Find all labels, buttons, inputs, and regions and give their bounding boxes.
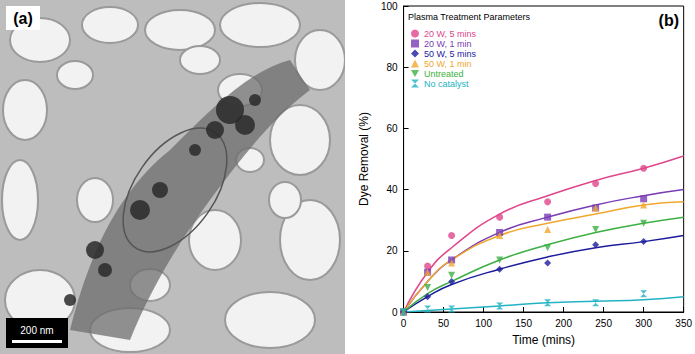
svg-text:100: 100	[381, 1, 398, 12]
svg-text:200 nm: 200 nm	[20, 325, 53, 336]
svg-text:(b): (b)	[659, 12, 679, 29]
svg-text:Untreated: Untreated	[424, 69, 464, 79]
svg-text:350: 350	[675, 318, 692, 329]
svg-text:0: 0	[392, 307, 398, 318]
svg-text:(a): (a)	[13, 10, 33, 27]
svg-text:100: 100	[475, 318, 492, 329]
svg-text:Time (mins): Time (mins)	[512, 333, 575, 347]
svg-text:50: 50	[438, 318, 450, 329]
svg-text:50 W, 5 mins: 50 W, 5 mins	[424, 49, 477, 59]
svg-text:20 W, 5 mins: 20 W, 5 mins	[424, 29, 477, 39]
svg-text:60: 60	[386, 123, 398, 134]
svg-text:200: 200	[555, 318, 572, 329]
svg-text:40: 40	[386, 184, 398, 195]
svg-text:250: 250	[595, 318, 612, 329]
svg-text:300: 300	[635, 318, 652, 329]
svg-text:80: 80	[386, 62, 398, 73]
svg-text:50 W, 1 min: 50 W, 1 min	[424, 59, 472, 69]
svg-text:0: 0	[401, 318, 407, 329]
svg-text:Plasma Treatment Parameters: Plasma Treatment Parameters	[408, 12, 531, 22]
svg-text:20 W, 1 min: 20 W, 1 min	[424, 39, 472, 49]
svg-text:Dye Removal (%): Dye Removal (%)	[357, 112, 371, 206]
svg-text:No catalyst: No catalyst	[424, 79, 469, 89]
svg-text:150: 150	[515, 318, 532, 329]
svg-text:20: 20	[386, 245, 398, 256]
